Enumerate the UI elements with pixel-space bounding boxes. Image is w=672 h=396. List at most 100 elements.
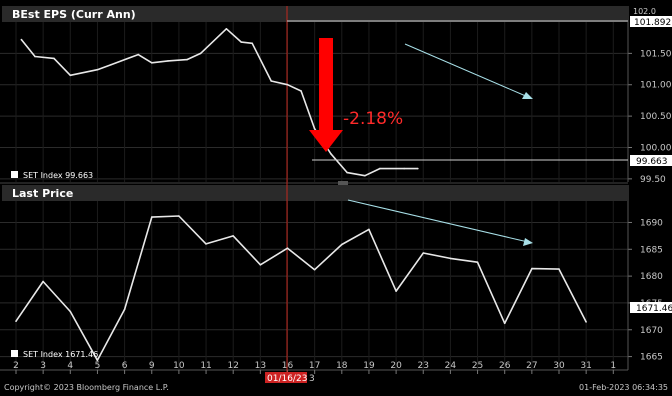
y-tick-label: 101.00 [640, 81, 672, 91]
data-point [69, 74, 72, 77]
data-point [240, 41, 243, 43]
data-point [403, 167, 406, 170]
x-tick-label: 27 [526, 361, 537, 371]
data-point [15, 320, 17, 323]
eps-peak-value-box: 101.892 [630, 16, 672, 28]
eps-y-tick-top: 102.0 [633, 7, 656, 16]
x-tick-label: 10 [173, 361, 185, 371]
eps-panel-header [2, 6, 627, 22]
svg-text:01/16/23: 01/16/23 [267, 374, 307, 384]
timestamp-text: 01-Feb-2023 06:34:35 [579, 383, 668, 392]
y-tick-label: 1685 [640, 245, 663, 255]
data-point [286, 83, 289, 86]
data-point [270, 80, 273, 82]
panel-resize-handle[interactable] [338, 181, 348, 185]
x-tick-label: 23 [418, 361, 429, 371]
data-point [449, 257, 452, 260]
data-point [422, 252, 425, 254]
eps-last-value-box: 99.663 [630, 155, 672, 167]
x-tick-label: 18 [336, 361, 348, 371]
data-point [585, 321, 587, 323]
data-point [346, 171, 349, 174]
svg-text:SET Index 99.663: SET Index 99.663 [23, 171, 93, 180]
data-point [395, 290, 397, 292]
data-point [558, 268, 560, 270]
data-point [186, 58, 188, 61]
data-point [123, 308, 126, 311]
data-point [34, 55, 36, 58]
x-tick-label: 13 [255, 361, 266, 371]
y-tick-label: 1690 [640, 218, 663, 228]
x-tick-label: 19 [363, 361, 375, 371]
eps-y-axis: 101.50 101.00 100.50 100.00 99.50 [628, 49, 672, 185]
svg-text:1671.46: 1671.46 [636, 304, 672, 314]
x-tick-label: 1 [610, 361, 616, 371]
eps-gridlines [0, 22, 628, 182]
x-tick-label: 6 [122, 361, 128, 371]
data-point [379, 167, 381, 170]
data-point [151, 62, 153, 64]
y-tick-label: 101.50 [640, 49, 672, 59]
data-point [53, 57, 55, 60]
y-tick-label: 1680 [640, 272, 663, 282]
data-point [341, 243, 343, 246]
data-point [151, 216, 153, 218]
x-tick-label: 9 [149, 361, 155, 371]
price-panel-header [2, 185, 627, 201]
price-panel-title: Last Price [12, 187, 73, 200]
x-tick-label: 31 [580, 361, 591, 371]
y-tick-label: 100.00 [640, 143, 672, 153]
data-point [313, 127, 316, 130]
data-point [368, 228, 370, 231]
y-tick-label: 99.50 [640, 175, 666, 185]
data-point [300, 90, 302, 92]
data-point [476, 261, 479, 264]
data-point [205, 243, 207, 245]
eps-legend: SET Index 99.663 [11, 171, 93, 180]
data-point [225, 28, 228, 30]
y-tick-label: 1670 [640, 326, 663, 336]
data-point [178, 215, 180, 217]
data-point [69, 310, 72, 313]
x-tick-label: 17 [309, 361, 320, 371]
data-point [199, 52, 202, 55]
data-point [20, 38, 23, 41]
price-trend-arrow [347, 199, 533, 246]
decline-annotation: -2.18% [343, 109, 403, 129]
price-last-value-box: 1671.46 [630, 302, 672, 314]
x-tick-label: 11 [200, 361, 211, 371]
price-gridlines [0, 201, 628, 370]
series-line [15, 215, 587, 362]
x-tick-label: 26 [499, 361, 511, 371]
x-tick-label: 25 [472, 361, 483, 371]
x-tick-label: 4 [67, 361, 73, 371]
price-series-line [15, 215, 587, 362]
x-tick-label: 16 [282, 361, 294, 371]
data-point [42, 280, 44, 283]
data-point [259, 264, 262, 266]
x-tick-label: 5 [95, 361, 101, 371]
data-point [364, 174, 366, 177]
svg-text:SET Index 1671.46: SET Index 1671.46 [23, 350, 98, 359]
data-point [251, 42, 253, 45]
copyright-text: Copyright© 2023 Bloomberg Finance L.P. [4, 383, 169, 392]
data-point [110, 63, 112, 66]
data-point [232, 235, 234, 237]
x-tick-label: 12 [227, 361, 238, 371]
svg-text:101.892: 101.892 [634, 18, 671, 28]
x-axis: 234569101112131718192023242526273031116 [13, 361, 616, 374]
y-tick-label: 1665 [640, 353, 663, 363]
data-point [96, 359, 99, 362]
series-line [20, 27, 418, 177]
x-tick-label: 30 [553, 361, 565, 371]
price-legend: SET Index 1671.46 [11, 350, 98, 359]
data-point [167, 60, 169, 62]
y-tick-label: 100.50 [640, 112, 672, 122]
decline-arrow [309, 38, 343, 152]
x-tick-label: 3 [40, 361, 46, 371]
data-point [330, 153, 332, 155]
data-point [503, 322, 506, 325]
eps-trend-arrow [404, 43, 533, 99]
